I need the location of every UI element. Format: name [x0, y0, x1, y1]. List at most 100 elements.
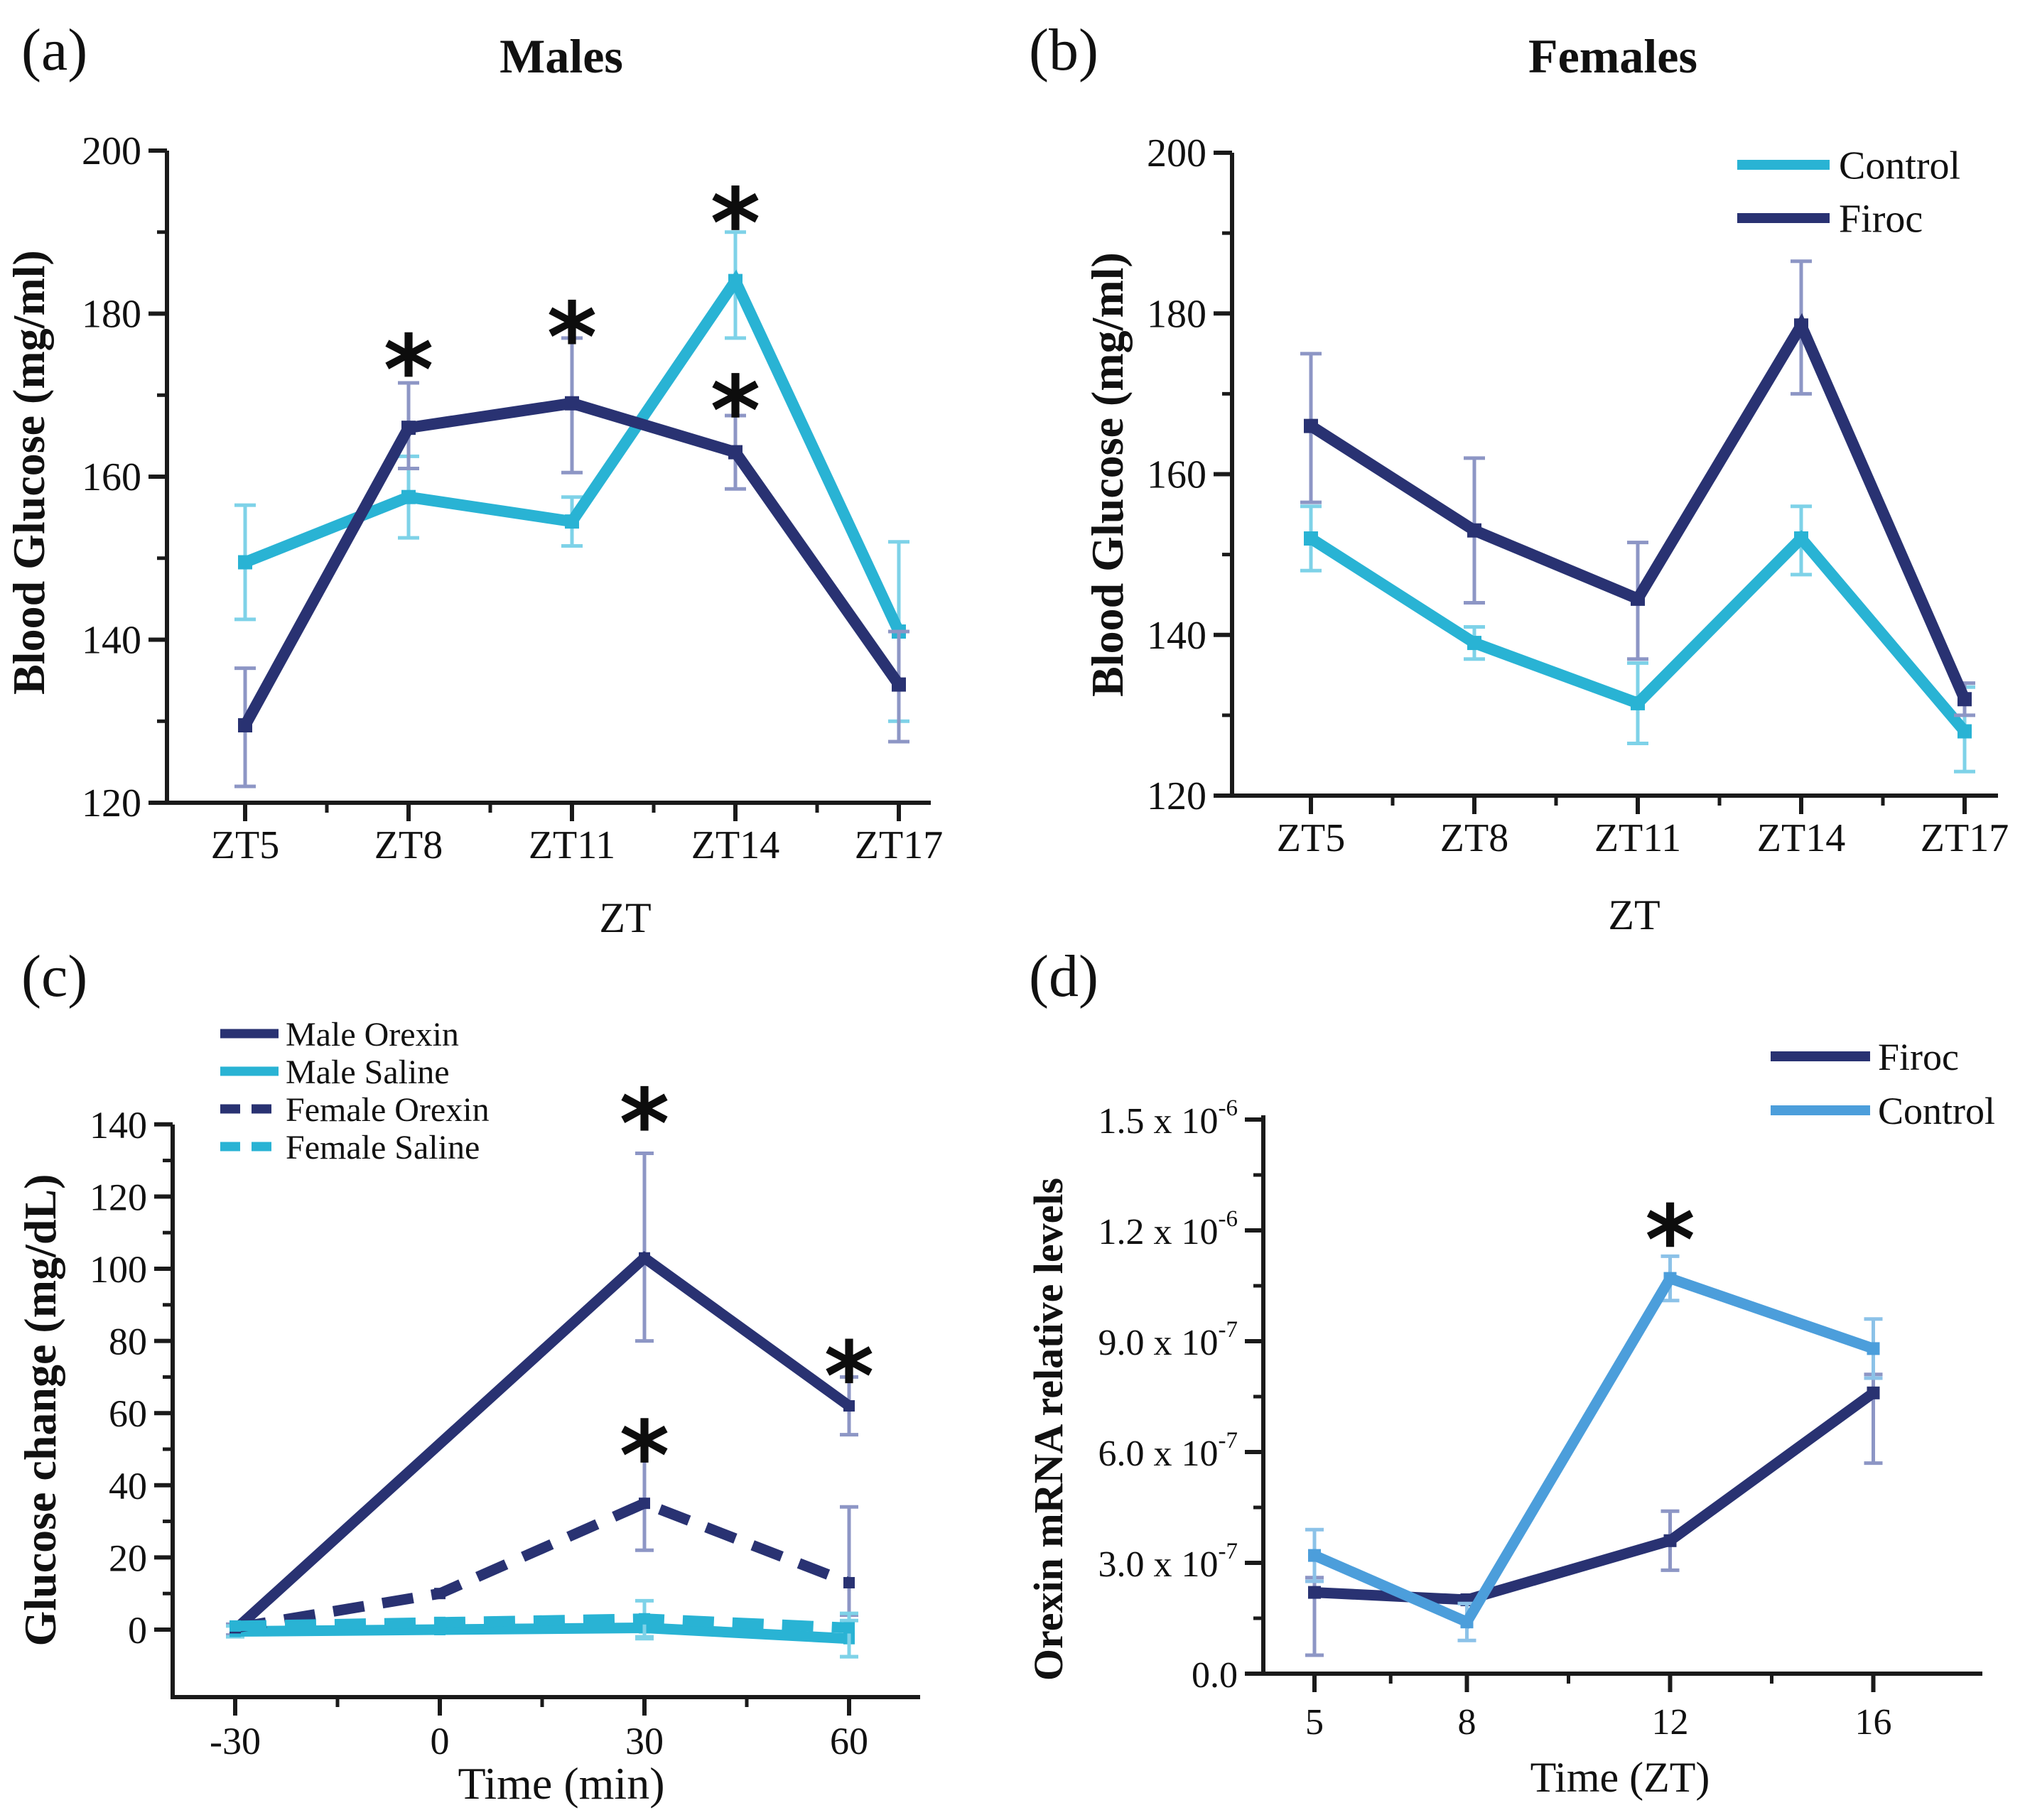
data-point-marker: [1663, 1272, 1677, 1285]
series-firoc: [234, 336, 909, 789]
y-tick-label: 180: [82, 293, 141, 337]
data-point-marker: [1958, 692, 1972, 707]
legend-label: Firoc: [1839, 197, 1923, 242]
panel-d-chart: 0.0 3.0 x 10-7 6.0 x 10-7 9.0 x 10-7 1.2 x 1…: [1025, 1036, 1995, 1801]
data-point-marker: [230, 1620, 241, 1632]
significance-asterisk: *: [824, 1321, 875, 1433]
y-tick-label: 160: [82, 455, 141, 499]
data-point-marker: [1794, 318, 1808, 333]
x-tick-label: ZT5: [211, 823, 279, 867]
legend: Firoc Control: [1771, 1036, 1995, 1132]
series-female-orexin: [230, 1440, 858, 1634]
data-point-marker: [1663, 1534, 1677, 1547]
panel-label-b: (b): [1029, 17, 1098, 83]
data-point-marker: [1631, 695, 1645, 710]
data-point-marker: [565, 396, 579, 411]
y-tick-label: 140: [90, 1104, 147, 1147]
series-line-male-saline: [234, 1622, 850, 1645]
x-tick-label: 12: [1652, 1702, 1689, 1743]
y-tick-label: 80: [109, 1321, 147, 1363]
series-control: [1305, 1254, 1883, 1642]
series-line-control: [1312, 1272, 1875, 1629]
x-tick-label: ZT11: [1594, 816, 1681, 860]
y-tick-label: 20: [109, 1537, 147, 1579]
data-point-marker: [401, 489, 416, 504]
data-point-marker: [1460, 1615, 1474, 1629]
legend-label: Male Orexin: [286, 1016, 459, 1053]
error-bar: [635, 1151, 654, 1343]
data-point-marker: [1631, 591, 1645, 606]
data-point-marker: [434, 1588, 446, 1600]
data-point-marker: [892, 677, 906, 692]
significance-asterisk: *: [620, 1068, 670, 1180]
y-axis-title: Blood Glucose (mg/ml): [1082, 252, 1133, 697]
y-tick-label: 140: [1147, 614, 1206, 658]
series-female-saline: [230, 1598, 858, 1659]
significance-asterisk: *: [711, 355, 761, 467]
x-axis: ZT5 ZT8 ZT11 ZT14 ZT17: [1277, 796, 2009, 860]
y-axis-title: Orexin mRNA relative levels: [1025, 1178, 1071, 1681]
legend-label: Control: [1878, 1090, 1995, 1132]
data-point-marker: [238, 717, 252, 732]
x-tick-label: ZT17: [855, 823, 943, 867]
legend-label: Male Saline: [286, 1053, 450, 1091]
data-point-marker: [1958, 724, 1972, 739]
x-tick-label: 60: [830, 1720, 868, 1762]
significance-asterisk: *: [384, 315, 434, 426]
data-point-marker: [1867, 1386, 1880, 1399]
data-point-marker: [639, 1252, 650, 1264]
x-tick-label: 30: [625, 1720, 664, 1762]
data-point-marker: [1794, 531, 1808, 546]
data-point-marker: [1467, 523, 1481, 538]
axes-frame: [165, 151, 931, 805]
data-point-marker: [1308, 1549, 1321, 1562]
y-tick-label: 120: [82, 781, 141, 825]
y-axis: 0 20 40 60 80 100 120 140: [90, 1104, 173, 1652]
data-point-marker: [1867, 1342, 1880, 1355]
series-line-male-orexin: [231, 1251, 853, 1634]
data-point-marker: [843, 1400, 855, 1412]
y-tick-label: 0: [128, 1609, 147, 1652]
x-axis: 5 8 12 16: [1305, 1674, 1892, 1743]
x-tick-label: 16: [1855, 1702, 1892, 1743]
y-tick-label: 1.2 x 10-6: [1098, 1206, 1238, 1252]
data-point-marker: [565, 514, 579, 529]
y-tick-label: 3.0 x 10-7: [1098, 1539, 1238, 1585]
error-bar: [635, 1440, 654, 1552]
chart-title: Males: [500, 29, 623, 83]
y-axis: 0.0 3.0 x 10-7 6.0 x 10-7 9.0 x 10-7 1.2 x 1…: [1098, 1095, 1263, 1696]
y-axis: 120 140 160 180 200: [82, 129, 167, 825]
series-firoc: [1305, 1372, 1883, 1657]
data-point-marker: [1467, 636, 1481, 651]
data-point-marker: [1304, 418, 1318, 433]
series-control: [1300, 504, 1975, 774]
x-axis-title: ZT: [1608, 892, 1660, 938]
x-tick-label: ZT5: [1277, 816, 1345, 860]
y-tick-label: 180: [1147, 292, 1206, 336]
y-tick-label: 140: [82, 619, 141, 663]
x-tick-label: ZT8: [1440, 816, 1508, 860]
data-point-marker: [1304, 531, 1318, 546]
series-line-firoc: [1314, 1388, 1876, 1605]
y-tick-label: 0.0: [1192, 1655, 1238, 1696]
x-axis: -30 0 30 60: [210, 1697, 868, 1762]
error-bar: [840, 1611, 858, 1659]
x-tick-label: ZT14: [1757, 816, 1845, 860]
series-firoc: [1300, 259, 1975, 717]
data-point-marker: [728, 445, 742, 460]
error-bar: [840, 1505, 858, 1618]
series-male-orexin: [226, 1151, 858, 1637]
data-point-marker: [639, 1613, 650, 1625]
series-line-female-saline: [234, 1613, 850, 1633]
data-point-marker: [843, 1622, 855, 1634]
significance-asterisk: *: [711, 168, 761, 279]
x-tick-label: ZT17: [1921, 816, 2009, 860]
legend-label: Control: [1839, 144, 1960, 188]
legend-label: Female Saline: [286, 1129, 480, 1166]
data-point-marker: [843, 1576, 855, 1588]
panel-label-a: (a): [21, 17, 88, 83]
x-tick-label: ZT8: [374, 823, 443, 867]
x-tick-label: ZT11: [529, 823, 615, 867]
y-axis: 120 140 160 180 200: [1147, 131, 1232, 818]
